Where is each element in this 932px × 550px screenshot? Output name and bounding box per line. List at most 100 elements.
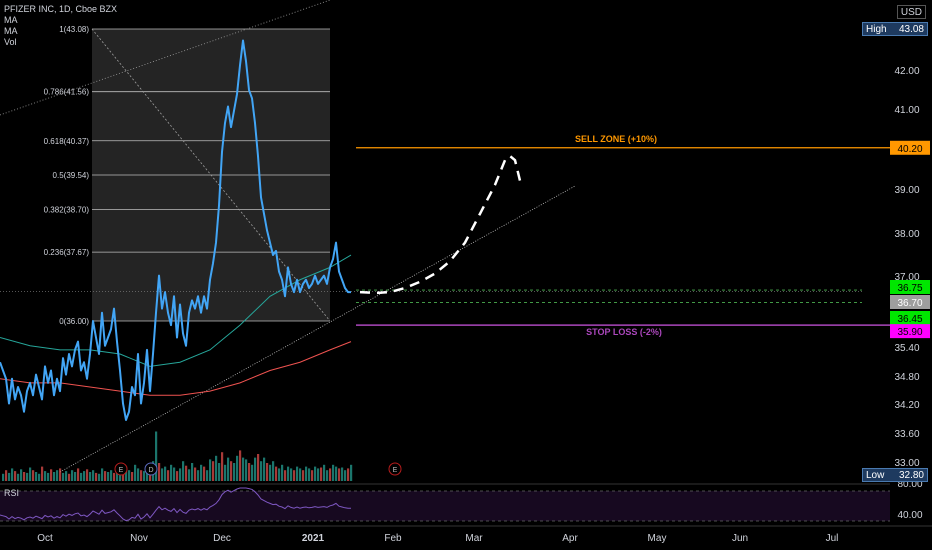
volume-bar (80, 472, 83, 481)
volume-bar (341, 467, 344, 481)
volume-bar (275, 466, 278, 481)
indicator-ma-1[interactable]: MA (4, 15, 18, 25)
volume-bar (218, 463, 221, 481)
volume-bar (23, 472, 26, 481)
volume-bar (182, 461, 185, 481)
price-badge-value: 36.45 (897, 314, 922, 325)
volume-bar (104, 471, 107, 481)
volume-bar (194, 467, 197, 481)
price-line[interactable] (0, 39, 351, 421)
fib-level-label: 1(43.08) (59, 25, 89, 34)
event-marker-label: E (393, 467, 398, 474)
volume-bar (185, 465, 188, 481)
rsi-band (0, 491, 890, 521)
sell-zone-badge (890, 140, 930, 155)
price-badge (890, 295, 930, 309)
volume-bar (128, 470, 131, 481)
x-tick-label: Nov (130, 533, 148, 544)
ma-fast-line[interactable] (0, 254, 352, 367)
volume-bar (332, 464, 335, 481)
x-tick-label: Jul (826, 533, 839, 544)
volume-bar (206, 470, 209, 481)
volume-bar (305, 466, 308, 481)
y-tick-label: 33.60 (894, 429, 919, 440)
volume-bar (227, 457, 230, 481)
volume-bar (284, 470, 287, 481)
x-tick-label: May (648, 533, 667, 544)
volume-bar (281, 464, 284, 481)
indicator-ma-2[interactable]: MA (4, 26, 18, 36)
volume-bar (329, 468, 332, 481)
volume-bar (170, 464, 173, 481)
rsi-pane-label[interactable]: RSI (4, 488, 20, 498)
volume-bar (143, 471, 146, 481)
volume-bar (62, 472, 65, 481)
event-marker[interactable] (388, 462, 402, 476)
lower-trendline[interactable] (59, 185, 576, 473)
rsi-line[interactable] (0, 487, 351, 522)
volume-bar (113, 472, 116, 481)
volume-bar (41, 466, 44, 481)
volume-bar (5, 470, 8, 481)
rsi-tick-label: 40.00 (897, 510, 922, 521)
fib-level-label: 0.618(40.37) (44, 137, 90, 146)
currency-label[interactable]: USD (896, 5, 926, 19)
volume-bar (68, 473, 71, 481)
volume-bar (239, 450, 242, 481)
volume-bar (209, 459, 212, 481)
projection-path[interactable] (359, 154, 522, 295)
volume-bar (59, 468, 62, 481)
high-badge: High 43.08 (862, 22, 928, 36)
x-tick-label: Dec (213, 533, 231, 544)
volume-bar (86, 469, 89, 481)
volume-bar (323, 464, 326, 481)
volume-bar (233, 463, 236, 481)
volume-bar (224, 464, 227, 481)
volume-bar (176, 471, 179, 481)
volume-bar (191, 463, 194, 481)
volume-bar (92, 470, 95, 481)
volume-bar (131, 472, 134, 481)
volume-bar (179, 468, 182, 481)
upper-trendline[interactable] (0, 0, 331, 116)
volume-bar (308, 468, 311, 481)
volume-bar (44, 471, 47, 481)
volume-bar (137, 468, 140, 481)
rsi-tick-label: 80.00 (897, 479, 922, 490)
chart-legend: PFIZER INC, 1D, Cboe BZX MA MA Vol (4, 4, 117, 48)
x-tick-label: Apr (562, 533, 578, 544)
y-tick-label: 38.00 (894, 229, 919, 240)
volume-bar (50, 469, 53, 481)
volume-bar (200, 464, 203, 481)
event-marker[interactable] (114, 462, 128, 476)
fib-level-label: 0(36.00) (59, 317, 89, 326)
y-tick-label: 39.00 (894, 185, 919, 196)
volume-bar (32, 470, 35, 481)
volume-bar (8, 472, 11, 481)
volume-bar (290, 468, 293, 481)
sell-zone-badge-value: 40.20 (897, 144, 922, 155)
fib-diagonal (91, 28, 331, 322)
x-tick-label: Oct (37, 533, 53, 544)
volume-bar (140, 470, 143, 481)
x-tick-label: Feb (384, 533, 402, 544)
volume-bar (158, 463, 161, 481)
volume-bar (347, 468, 350, 481)
fib-level-label: 0.786(41.56) (44, 88, 90, 97)
volume-bar (215, 455, 218, 481)
volume-bar (98, 473, 101, 481)
volume-bar (47, 472, 50, 481)
volume-bar (272, 461, 275, 481)
volume-bar (89, 472, 92, 481)
y-tick-label: 34.80 (894, 372, 919, 383)
volume-bar (53, 472, 56, 481)
volume-bar (125, 466, 128, 481)
low-badge: Low 32.80 (862, 468, 928, 482)
indicator-volume[interactable]: Vol (4, 37, 17, 47)
volume-bar (122, 471, 125, 481)
volume-bar (221, 452, 224, 481)
event-marker[interactable] (144, 462, 158, 476)
volume-bar (56, 470, 59, 481)
volume-bar (65, 471, 68, 481)
